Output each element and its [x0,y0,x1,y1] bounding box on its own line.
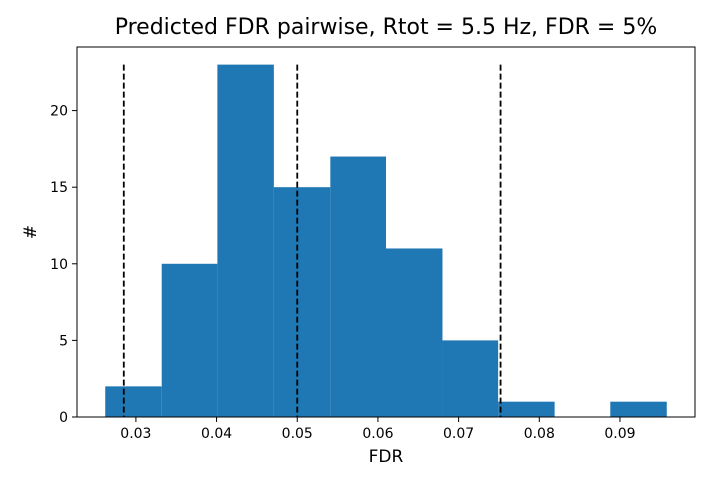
x-axis-ticks: 0.03 0.04 0.05 0.06 0.07 0.08 0.09 [120,417,636,442]
histogram-bar-6 [442,340,499,417]
y-axis-ticks: 0 5 10 15 20 [50,104,77,426]
reference-lines [122,64,502,417]
chart-title: Predicted FDR pairwise, Rtot = 5.5 Hz, F… [115,15,658,40]
histogram-bar-3 [273,187,331,417]
x-tick-label: 0.09 [604,426,635,442]
y-tick-label: 10 [50,257,68,273]
plot-frame [76,46,696,418]
histogram-bar-9 [610,401,667,417]
x-tick-label: 0.04 [201,426,232,442]
x-axis-label: FDR [369,447,404,467]
histogram-bar-1 [161,263,218,417]
x-tick-label: 0.07 [443,426,474,442]
histogram-bar-7 [498,401,555,417]
y-tick-label: 20 [50,104,68,120]
histogram-bar-0 [105,386,162,417]
histogram-bar-2 [217,64,274,417]
histogram-bar-4 [330,156,386,418]
x-tick-label: 0.03 [120,426,151,442]
histogram-bar-5 [386,248,443,417]
y-tick-label: 0 [59,410,68,426]
y-axis-label: # [21,225,41,239]
histogram-bars [105,64,667,418]
x-tick-label: 0.08 [524,426,555,442]
y-tick-label: 15 [50,180,68,196]
y-tick-label: 5 [59,333,68,349]
x-tick-label: 0.05 [282,426,313,442]
x-tick-label: 0.06 [362,426,393,442]
